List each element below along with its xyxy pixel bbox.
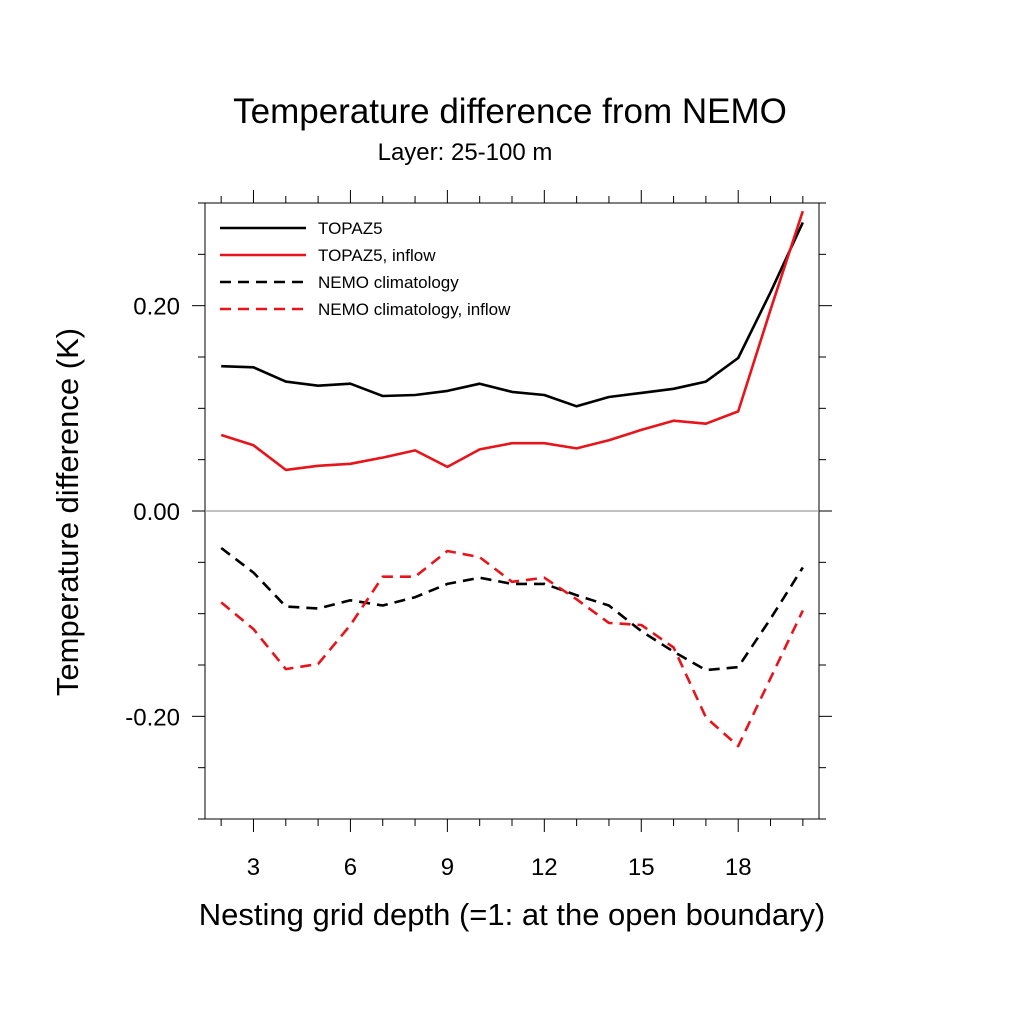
legend-label: TOPAZ5, inflow — [318, 246, 436, 265]
legend-label: NEMO climatology, inflow — [318, 300, 511, 319]
x-axis-label: Nesting grid depth (=1: at the open boun… — [199, 897, 825, 932]
x-tick-label: 6 — [344, 854, 357, 881]
chart-title: Temperature difference from NEMO — [233, 92, 787, 131]
x-tick-label: 9 — [441, 854, 454, 881]
chart-subtitle: Layer: 25-100 m — [378, 139, 553, 166]
series-line-4 — [220, 549, 804, 748]
x-tick-label: 15 — [628, 854, 655, 881]
x-tick-label: 18 — [725, 854, 752, 881]
series-line-1 — [221, 221, 804, 408]
y-tick-label: 0.00 — [133, 499, 180, 526]
legend-label: NEMO climatology — [318, 273, 459, 292]
legend: TOPAZ5 TOPAZ5, inflow NEMO climatology NEMO… — [220, 219, 511, 319]
legend-label: TOPAZ5 — [318, 219, 383, 238]
x-tick-label: 12 — [531, 854, 558, 881]
plot-area: 3 6 9 12 15 18 -0.20 0.00 0.20 — [125, 190, 832, 881]
y-axis-label: Temperature difference (K) — [50, 328, 85, 696]
series-line-2 — [220, 210, 805, 472]
y-tick-label: 0.20 — [133, 294, 180, 321]
x-tick-label: 3 — [247, 854, 260, 881]
y-tick-label: -0.20 — [125, 704, 180, 731]
series-line-3 — [220, 546, 804, 672]
